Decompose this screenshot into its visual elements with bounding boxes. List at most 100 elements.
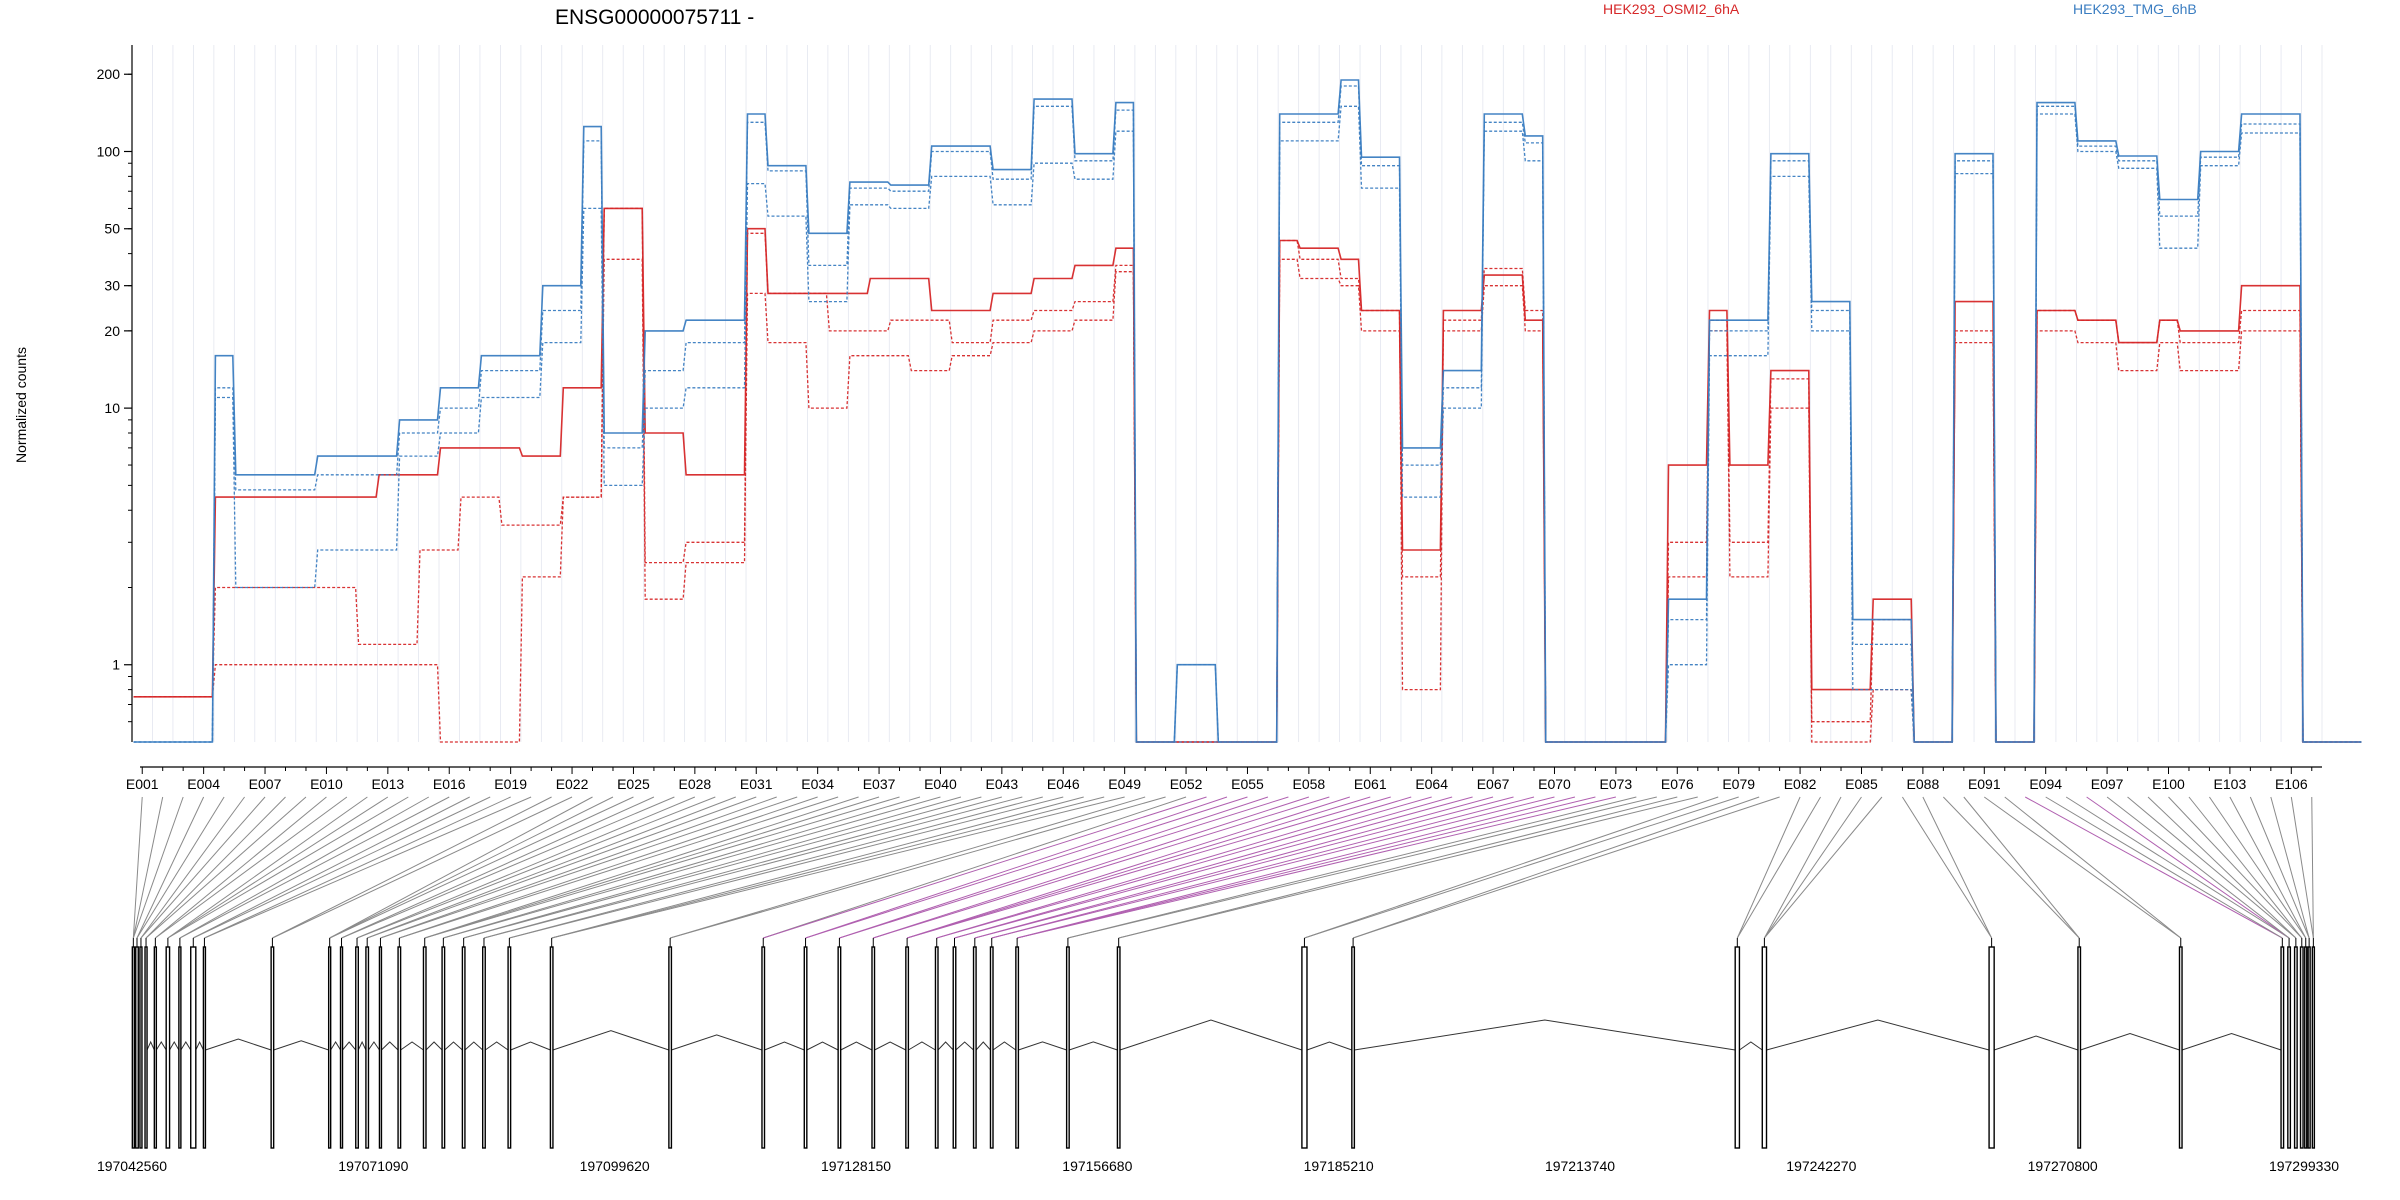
series-red-lines	[133, 207, 2362, 743]
exon-connector	[136, 796, 225, 939]
exon-block	[2280, 946, 2285, 1149]
exon-block	[2307, 946, 2311, 1149]
y-tick-label: 10	[104, 400, 120, 416]
exon-connector	[155, 796, 348, 939]
exon-connector	[341, 796, 655, 939]
intron-line	[874, 1041, 907, 1051]
exon-connector	[483, 796, 1002, 939]
exon-connector	[839, 796, 1269, 939]
exon-connector	[356, 796, 716, 939]
intron-line	[330, 1041, 341, 1051]
exon-connector	[380, 796, 777, 939]
exon-connector	[132, 796, 184, 939]
exon-label: E055	[1231, 776, 1264, 792]
intron-line	[552, 1030, 670, 1051]
exon-connector	[763, 796, 1207, 939]
exon-connector	[936, 796, 1432, 939]
exon-connector	[367, 796, 757, 939]
exon-connector	[2290, 796, 2314, 939]
exon-connector	[2065, 796, 2290, 939]
intron-line	[169, 1041, 180, 1051]
exon-connector	[483, 796, 1023, 939]
exon-block	[1351, 946, 1356, 1149]
exon-connector	[132, 796, 164, 939]
exon-block	[441, 946, 446, 1149]
exon-label: E097	[2091, 776, 2124, 792]
genomic-coordinate-label: 197242270	[1786, 1158, 1856, 1174]
exon-block	[803, 946, 808, 1149]
exon-connector	[954, 796, 1453, 939]
exon-block	[2293, 946, 2298, 1149]
exon-connector	[839, 796, 1289, 939]
intron-line	[273, 1040, 329, 1051]
exon-block	[837, 946, 842, 1149]
exon-label: E106	[2275, 776, 2308, 792]
exon-label: E001	[126, 776, 159, 792]
exon-connector	[2270, 796, 2310, 939]
exon-label: E100	[2152, 776, 2185, 792]
exon-label: E088	[1907, 776, 1940, 792]
exon-connector	[551, 796, 1125, 939]
intron-line	[937, 1041, 954, 1051]
intron-line	[381, 1041, 399, 1051]
exon-block	[934, 946, 939, 1149]
intron-line	[1069, 1041, 1118, 1051]
intron-line	[1739, 1041, 1763, 1051]
intron-line	[671, 1034, 763, 1051]
exon-connector	[2106, 796, 2290, 939]
exon-block	[507, 946, 512, 1149]
intron-line	[510, 1041, 551, 1051]
intron-line	[484, 1041, 509, 1051]
intron-line	[1766, 1019, 1990, 1051]
blue-sample-line	[133, 105, 2362, 743]
exon-connector	[1304, 796, 1719, 939]
exon-connector	[974, 796, 1514, 939]
exon-connector	[2229, 796, 2307, 939]
exon-label: E031	[740, 776, 773, 792]
exon-connector	[443, 796, 941, 939]
exon-label: E076	[1661, 776, 1694, 792]
exon-connector	[906, 796, 1391, 939]
exon-block	[549, 946, 554, 1149]
exon-label: E064	[1415, 776, 1448, 792]
y-tick-label: 100	[97, 143, 121, 159]
y-tick-label: 1	[112, 657, 120, 673]
intron-line	[357, 1040, 367, 1051]
exon-block	[144, 946, 148, 1149]
exon-block	[202, 946, 207, 1149]
exon-connector	[399, 796, 839, 939]
exon-block	[1734, 946, 1741, 1149]
exon-connector	[1963, 796, 2080, 939]
intron-line	[195, 1040, 204, 1051]
exon-block	[135, 946, 139, 1149]
exon-block	[972, 946, 977, 1149]
y-tick-label: 200	[97, 66, 121, 82]
exon-connector	[193, 796, 470, 939]
intron-line	[400, 1041, 424, 1051]
exon-label: E025	[617, 776, 650, 792]
exon-connector	[954, 796, 1473, 939]
intron-line	[368, 1041, 380, 1051]
genomic-coordinate-label: 197099620	[580, 1158, 650, 1174]
intron-line	[464, 1041, 484, 1051]
exon-grid	[131, 45, 2323, 742]
exon-connector	[2147, 796, 2297, 939]
exon-connector	[193, 796, 491, 939]
exon-block	[378, 946, 383, 1149]
exon-connector	[805, 796, 1228, 939]
exon-connector	[670, 796, 1146, 939]
exon-connector	[2168, 796, 2303, 939]
intron-line	[992, 1041, 1017, 1051]
intron-line	[764, 1041, 805, 1051]
exon-connector	[167, 796, 389, 939]
exon-label: E016	[433, 776, 466, 792]
exon-block	[2077, 946, 2082, 1149]
exon-connector	[805, 796, 1248, 939]
exon-label: E094	[2029, 776, 2062, 792]
intron-line	[806, 1041, 839, 1051]
exon-connector	[167, 796, 409, 939]
exon-block	[761, 946, 766, 1149]
exon-connector	[551, 796, 1105, 939]
exon-block	[1116, 946, 1121, 1149]
exon-axis: E001 E004 E007 E010 E013 E016 E019 E022 E025 E028…	[126, 766, 2322, 792]
